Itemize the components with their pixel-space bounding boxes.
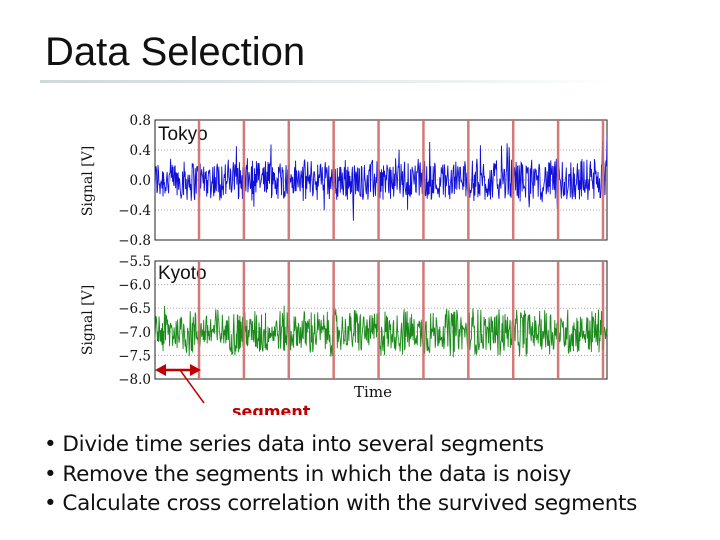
title-divider xyxy=(40,80,615,83)
y-tick-label: 0.4 xyxy=(130,143,151,159)
y-tick-label: 0.8 xyxy=(130,113,151,129)
bullet-text: Calculate cross correlation with the sur… xyxy=(62,491,638,516)
kyoto-plot-frame xyxy=(154,260,608,380)
segment-arrow-left-head xyxy=(155,364,166,376)
bullet-icon: • xyxy=(44,432,57,457)
y-tick-label: −7.5 xyxy=(118,348,151,364)
segment-arrow-right-head xyxy=(190,364,201,376)
bullet-text: Divide time series data into several seg… xyxy=(62,432,544,457)
tokyo-panel: Signal [V] 0.8 0.4 0.0 −0.4 −0.8 Tokyo xyxy=(80,113,608,249)
y-tick-label: −0.4 xyxy=(118,203,151,219)
slide-title: Data Selection xyxy=(45,30,306,74)
y-tick-label: −8.0 xyxy=(118,372,151,388)
signal-figure: Signal [V] 0.8 0.4 0.0 −0.4 −0.8 Tokyo Signa… xyxy=(80,93,628,421)
kyoto-segment-lines xyxy=(197,261,605,379)
bullet-item: • Calculate cross correlation with the su… xyxy=(44,489,637,519)
tokyo-ylabel: Signal [V] xyxy=(80,146,96,216)
bullet-icon: • xyxy=(44,461,57,487)
y-tick-label: −5.5 xyxy=(118,254,151,270)
tokyo-segment-lines xyxy=(197,120,605,240)
kyoto-panel-label: Kyoto xyxy=(158,263,207,284)
segment-label: segment xyxy=(232,402,311,415)
y-tick-label: −0.8 xyxy=(118,233,151,249)
kyoto-y-ticks: −5.5 −6.0 −6.5 −7.0 −7.5 −8.0 xyxy=(118,254,151,388)
segment-pointer-line xyxy=(179,369,205,404)
signal-chart: Signal [V] 0.8 0.4 0.0 −0.4 −0.8 Tokyo Signa… xyxy=(80,93,628,421)
y-tick-label: −6.0 xyxy=(118,278,151,294)
tokyo-y-ticks: 0.8 0.4 0.0 −0.4 −0.8 xyxy=(118,113,151,249)
bullet-item: • Remove the segments in which the data i… xyxy=(44,460,637,490)
y-tick-label: −6.5 xyxy=(118,301,151,317)
y-tick-label: 0.0 xyxy=(130,173,151,189)
bullet-item: • Divide time series data into several se… xyxy=(44,430,637,460)
bullet-list: • Divide time series data into several se… xyxy=(44,430,637,519)
bullet-icon: • xyxy=(44,491,57,516)
time-axis-label: Time xyxy=(354,383,392,401)
y-tick-label: −7.0 xyxy=(118,325,151,341)
kyoto-panel: Signal [V] −5.5 −6.0 −6.5 −7.0 −7.5 −8.0 Kyot… xyxy=(80,254,608,388)
kyoto-signal-trace xyxy=(154,305,608,358)
tokyo-panel-label: Tokyo xyxy=(158,124,208,145)
kyoto-ylabel: Signal [V] xyxy=(80,285,96,355)
tokyo-signal-trace xyxy=(154,135,608,221)
bullet-text: Remove the segments in which the data is… xyxy=(62,461,572,487)
